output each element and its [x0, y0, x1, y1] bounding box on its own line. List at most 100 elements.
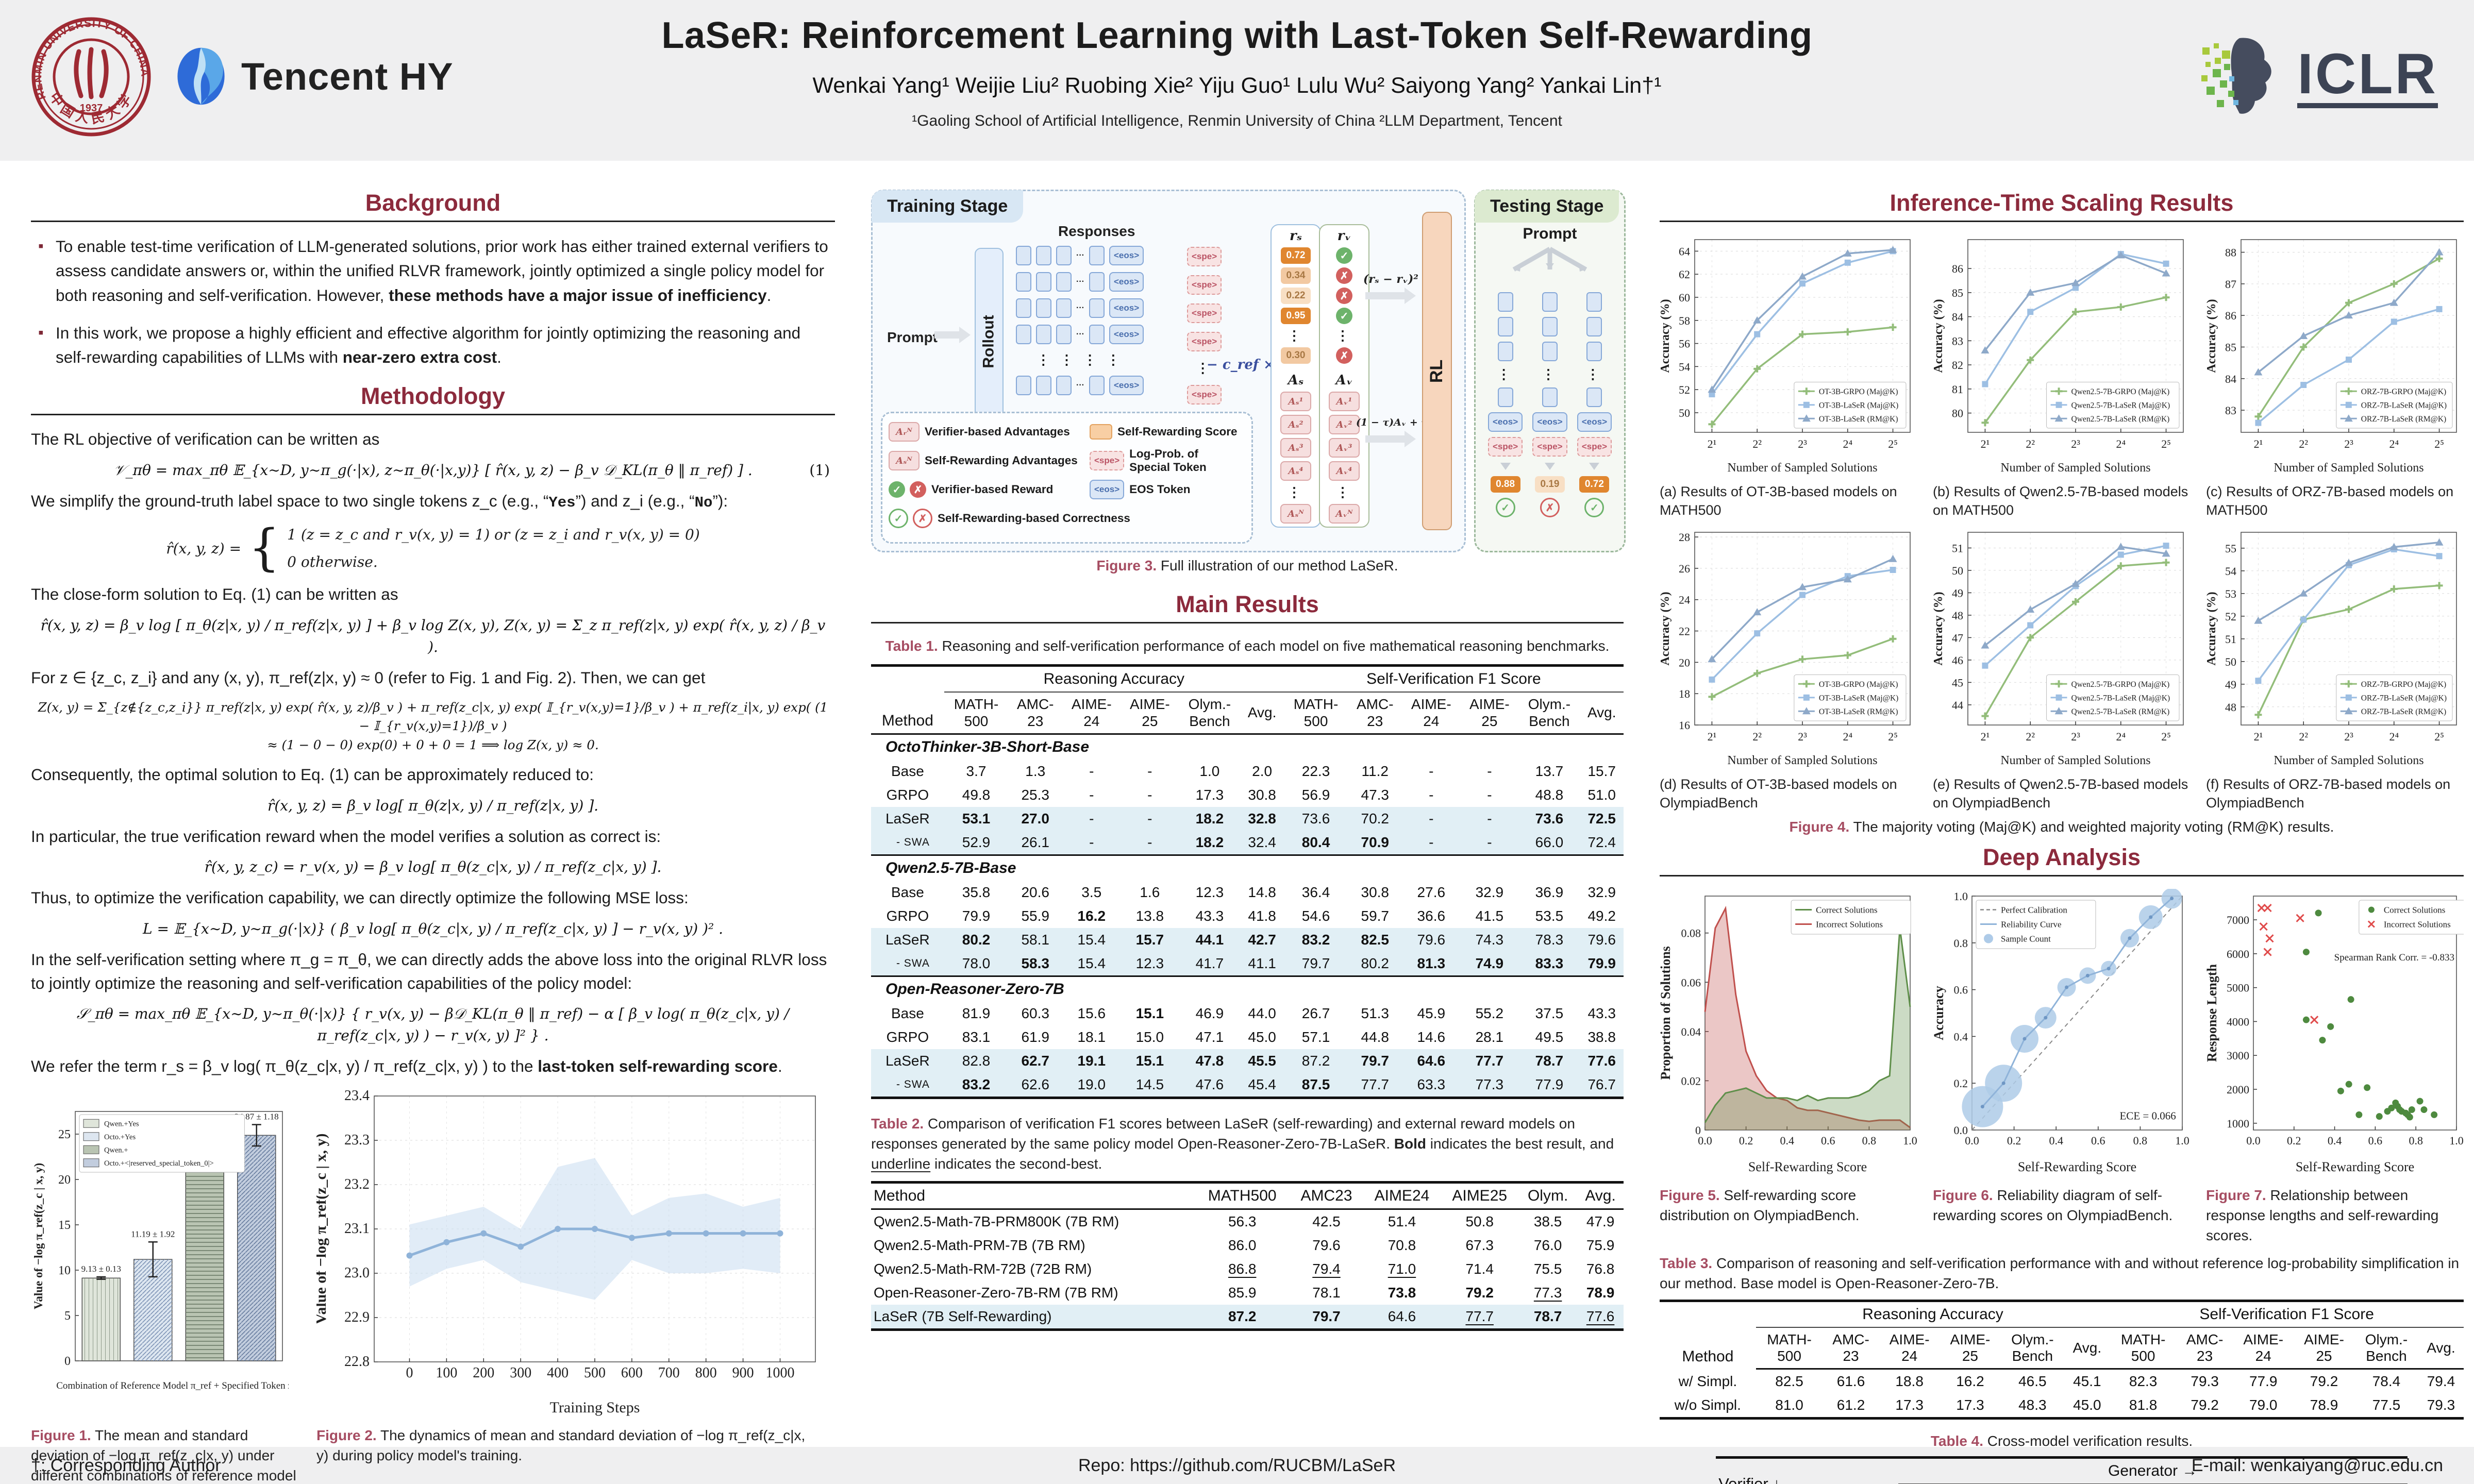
- svg-text:400: 400: [547, 1365, 569, 1381]
- table-cell: 38.5: [1533, 1213, 1562, 1230]
- advantage-chip: Aₛ¹: [1280, 392, 1311, 411]
- svg-text:2³: 2³: [2071, 437, 2080, 450]
- table-cell: -: [1429, 763, 1434, 779]
- table-cell: 79.2: [2191, 1397, 2219, 1413]
- spe-token: <spe>: [1488, 437, 1523, 457]
- token-box: [1016, 376, 1031, 395]
- token-box: [1016, 325, 1031, 344]
- table-cell: 79.2: [1465, 1285, 1494, 1301]
- table-cell: -: [1089, 810, 1094, 827]
- token-box: [1586, 292, 1602, 312]
- table-cell: 76.7: [1587, 1076, 1616, 1092]
- svg-text:OT-3B-LaSeR (RM@K): OT-3B-LaSeR (RM@K): [1819, 707, 1898, 716]
- table-cell: 81.9: [962, 1005, 991, 1021]
- svg-text:1.0: 1.0: [2175, 1134, 2189, 1147]
- section-title-main-results: Main Results: [1176, 591, 1319, 618]
- table-cell: 55.9: [1021, 907, 1049, 924]
- table-cell: 78.1: [1312, 1285, 1341, 1301]
- svg-text:ORZ-7B-GRPO (Maj@K): ORZ-7B-GRPO (Maj@K): [2361, 387, 2446, 396]
- table-cell: 49.8: [962, 786, 991, 803]
- table-cell: -: [1487, 834, 1492, 850]
- figure4d-caption: (d) Results of OT-3B-based models on Oly…: [1660, 776, 1897, 811]
- svg-text:15: 15: [58, 1219, 71, 1232]
- table-cell: 73.6: [1535, 810, 1564, 827]
- svg-text:Value of −log π_ref(z_c | x, y: Value of −log π_ref(z_c | x, y): [316, 1133, 329, 1324]
- legend-item: ✓ ✗ Self-Rewarding-based Correctness: [889, 509, 1239, 528]
- table-cell: Qwen2.5-7B-Base: [871, 854, 1624, 881]
- table-cell: AIME- 24: [1402, 692, 1461, 735]
- svg-text:0.8: 0.8: [2409, 1134, 2423, 1147]
- svg-text:0.2: 0.2: [1739, 1134, 1753, 1147]
- table-cell: 15.6: [1077, 1005, 1106, 1021]
- token-box: [1056, 325, 1072, 344]
- table-cell: 49.2: [1587, 907, 1616, 924]
- svg-text:2³: 2³: [2344, 437, 2353, 450]
- methodology-body: The RL objective of verification can be …: [31, 428, 835, 1078]
- svg-text:0.6: 0.6: [2091, 1134, 2105, 1147]
- svg-text:0.04: 0.04: [1681, 1025, 1701, 1038]
- svg-text:Accuracy (%): Accuracy (%): [1933, 299, 1945, 373]
- svg-text:Accuracy: Accuracy: [1933, 986, 1946, 1040]
- svg-text:2⁵: 2⁵: [1888, 437, 1898, 450]
- table1-main-results: Method Reasoning Accuracy Self-Verificatio…: [871, 664, 1624, 1099]
- svg-text:85: 85: [2225, 341, 2236, 353]
- prompt-fanout-arrows: [1498, 247, 1601, 276]
- svg-text:100: 100: [436, 1365, 457, 1381]
- svg-text:0.8: 0.8: [1954, 937, 1968, 950]
- eos-token: <eos>: [1109, 298, 1144, 318]
- table-cell: 27.0: [1021, 810, 1049, 827]
- table-cell: 47.8: [1195, 1052, 1224, 1069]
- table-row: GRPO 83.1 61.9 18.1 15.0 47.1 45.0 57.1 44.8 14.6…: [871, 1025, 1624, 1049]
- table-cell: 49.5: [1535, 1028, 1564, 1045]
- table-cell: 1.3: [1025, 763, 1046, 779]
- svg-text:28: 28: [1679, 531, 1690, 544]
- table-cell: 70.2: [1361, 810, 1390, 827]
- table-cell: AIME- 24: [1879, 1327, 1940, 1370]
- svg-text:49: 49: [1952, 586, 1963, 599]
- table-cell: 11.2: [1361, 763, 1389, 779]
- table-cell: 46.9: [1195, 1005, 1224, 1021]
- table3-caption: Table 3. Comparison of reasoning and sel…: [1660, 1255, 2460, 1291]
- svg-text:ORZ-7B-LaSeR (Maj@K): ORZ-7B-LaSeR (Maj@K): [2361, 401, 2447, 410]
- testing-score: 0.72: [1579, 476, 1610, 493]
- table-cell: 78.0: [962, 955, 991, 971]
- methodology-paragraph: We simplify the ground-truth label space…: [31, 491, 728, 511]
- table-cell: 37.5: [1535, 1005, 1564, 1021]
- table-row: - SWA 52.9 26.1 - - 18.2 32.4 80.4 70.9 - - 66.0 72.…: [871, 830, 1624, 855]
- svg-text:88: 88: [2225, 246, 2236, 259]
- svg-text:Self-Rewarding Score: Self-Rewarding Score: [2296, 1159, 2414, 1174]
- table-cell: 45.1: [2073, 1373, 2101, 1390]
- table-cell: AMC- 23: [1348, 692, 1402, 735]
- svg-text:Value of −log π_ref(z_c | x, y: Value of −log π_ref(z_c | x, y): [32, 1163, 45, 1309]
- svg-text:52: 52: [1679, 383, 1690, 396]
- svg-text:500: 500: [584, 1365, 606, 1381]
- svg-text:44: 44: [1952, 699, 1963, 712]
- svg-text:50: 50: [1952, 564, 1963, 577]
- table-cell: 61.6: [1836, 1373, 1865, 1390]
- footer-repo-link[interactable]: Repo: https://github.com/RUCBM/LaSeR: [1078, 1456, 1396, 1475]
- table-cell: 66.0: [1535, 834, 1564, 850]
- prompt-arrow: [934, 327, 971, 343]
- svg-text:0.4: 0.4: [2328, 1134, 2342, 1147]
- table-cell: Self-Verification F1 Score: [1283, 665, 1624, 693]
- svg-text:Number of Sampled Solutions: Number of Sampled Solutions: [1727, 461, 1877, 475]
- table-cell: MATH- 500: [1756, 1327, 1823, 1370]
- svg-text:1937: 1937: [80, 103, 103, 114]
- self-reward-score: 0.34: [1281, 267, 1311, 284]
- section-title-deep-analysis: Deep Analysis: [1983, 844, 2141, 870]
- table-cell: -: [1147, 786, 1152, 803]
- svg-text:ORZ-7B-LaSeR (RM@K): ORZ-7B-LaSeR (RM@K): [2361, 707, 2446, 716]
- svg-text:3000: 3000: [2227, 1049, 2249, 1062]
- token-box: [1036, 298, 1051, 318]
- svg-text:23.2: 23.2: [344, 1176, 370, 1192]
- table-cell: 79.9: [962, 907, 991, 924]
- spe-token: <spe>: [1187, 275, 1222, 295]
- table-cell: 35.8: [962, 884, 991, 900]
- svg-text:Qwen2.5-7B-LaSeR (RM@K): Qwen2.5-7B-LaSeR (RM@K): [2071, 415, 2170, 424]
- figure6-caption: Figure 6. Reliability diagram of self-re…: [1933, 1187, 2173, 1224]
- table-cell: 55.2: [1475, 1005, 1504, 1021]
- svg-text:Number of Sampled Solutions: Number of Sampled Solutions: [2274, 754, 2423, 767]
- svg-text:83: 83: [1952, 334, 1963, 347]
- svg-text:Qwen2.5-7B-GRPO (Maj@K): Qwen2.5-7B-GRPO (Maj@K): [2071, 387, 2170, 396]
- svg-text:0.4: 0.4: [1780, 1134, 1794, 1147]
